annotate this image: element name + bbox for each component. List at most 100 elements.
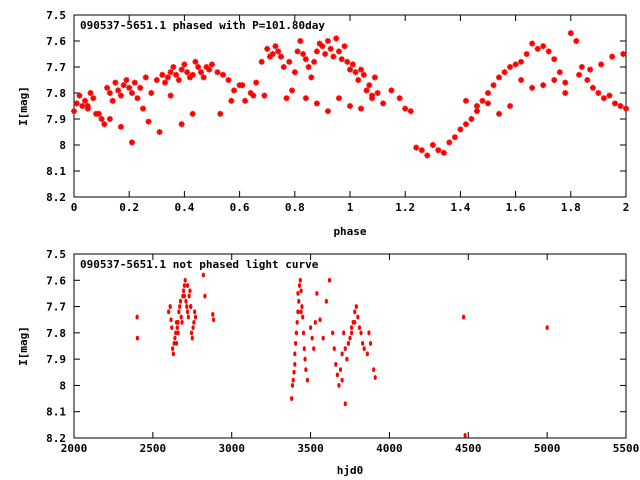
data-point (305, 377, 310, 383)
data-point (269, 51, 276, 57)
x-tick-label: 1.2 (395, 201, 415, 214)
data-point (595, 90, 602, 96)
x-tick-label: 4500 (455, 442, 482, 455)
data-point (313, 100, 320, 107)
data-point (327, 45, 334, 52)
data-point (341, 43, 348, 50)
data-point (363, 87, 370, 94)
data-point (348, 335, 352, 341)
data-point (518, 77, 525, 83)
data-point (178, 121, 185, 128)
data-point (182, 288, 186, 294)
phased-chart-title: 090537-5651.1 phased with P=101.80day (80, 19, 325, 32)
data-point (95, 110, 102, 117)
x-tick-label: 4000 (376, 442, 403, 455)
data-point (193, 314, 198, 320)
data-point (424, 152, 431, 159)
data-point (186, 314, 190, 320)
data-point (319, 43, 326, 50)
data-point (201, 272, 205, 278)
y-tick-label: 7.7 (46, 301, 66, 314)
data-point (380, 100, 387, 107)
data-point (315, 291, 319, 296)
data-point (174, 340, 179, 346)
data-point (501, 69, 508, 76)
data-point (275, 48, 282, 55)
data-point (290, 396, 294, 401)
data-point (180, 319, 184, 325)
data-point (300, 304, 304, 309)
data-point (177, 309, 181, 315)
data-point (188, 288, 192, 294)
data-point (167, 309, 171, 315)
data-point (174, 330, 178, 336)
data-point (396, 95, 403, 102)
x-tick-label: 1 (347, 201, 354, 214)
data-point (584, 77, 591, 83)
data-point (183, 277, 187, 283)
data-point (462, 97, 469, 104)
y-tick-label: 7.9 (46, 113, 66, 126)
data-point (473, 108, 480, 115)
data-point (82, 97, 89, 104)
data-point (330, 53, 337, 60)
data-point (462, 121, 469, 128)
data-point (361, 340, 365, 346)
data-point (301, 314, 305, 320)
data-point (340, 351, 344, 357)
unphased-plot-frame (73, 253, 627, 439)
data-point (600, 95, 607, 102)
data-point (473, 103, 480, 109)
data-point (349, 61, 356, 68)
x-tick-label: 5000 (534, 442, 561, 455)
data-point (175, 77, 182, 83)
data-point (239, 82, 246, 89)
data-point (360, 71, 367, 78)
data-point (169, 317, 173, 323)
data-point (297, 283, 302, 288)
data-point (296, 309, 300, 315)
data-point (540, 43, 547, 50)
data-point (175, 325, 179, 330)
y-tick-label: 8.1 (46, 406, 66, 419)
data-point (609, 53, 616, 60)
x-tick-label: 1.8 (561, 201, 581, 214)
data-point (324, 108, 331, 115)
data-point (440, 149, 447, 156)
unphased-ticks: 2000 2500 3000 3500 4000 4500 5000 5500 7.5 7.6 7.… (46, 248, 639, 455)
data-point (540, 82, 547, 89)
data-point (388, 87, 395, 94)
data-point (368, 340, 373, 346)
data-point (512, 61, 519, 68)
x-tick-label: 1.4 (450, 201, 470, 214)
data-point (250, 92, 257, 99)
data-point (358, 105, 365, 112)
y-tick-label: 7.6 (46, 35, 66, 48)
data-point (346, 340, 351, 346)
data-point (446, 139, 453, 146)
data-point (334, 362, 338, 367)
phased-x-axis-label: phase (333, 225, 366, 238)
data-point (211, 317, 216, 323)
data-point (567, 30, 574, 37)
data-point (117, 123, 124, 130)
unphased-chart: 090537-5651.1 not phased light curve hjd… (17, 248, 639, 477)
data-point (300, 51, 307, 57)
data-point (214, 69, 221, 76)
data-point (485, 90, 491, 96)
data-point (76, 92, 83, 99)
data-point (413, 144, 420, 151)
data-point (142, 74, 149, 81)
data-point (106, 116, 113, 122)
data-point (373, 375, 377, 380)
data-point (461, 314, 466, 320)
data-point (185, 283, 190, 288)
data-point (176, 319, 180, 325)
unphased-x-axis-label: hjd0 (337, 464, 364, 477)
data-point (362, 346, 366, 352)
data-point (172, 340, 176, 346)
data-point (90, 95, 97, 102)
x-tick-label: 0 (71, 201, 78, 214)
data-point (126, 84, 133, 91)
data-point (197, 69, 204, 76)
